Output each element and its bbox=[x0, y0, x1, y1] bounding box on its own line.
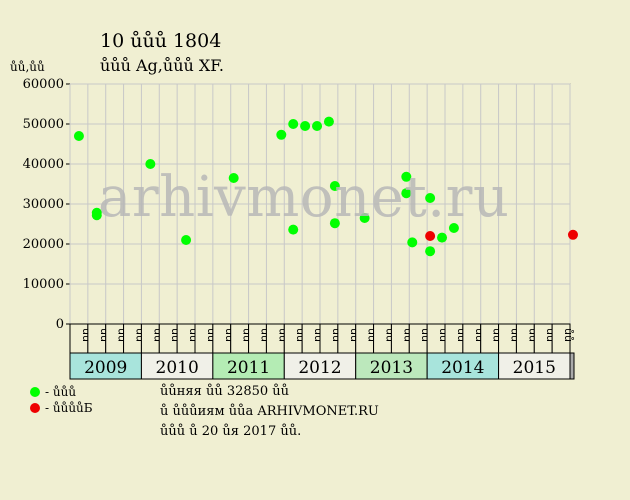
chart-title: 10 ůůů 1804 bbox=[100, 30, 222, 52]
legend-label-sold: - ůůů bbox=[45, 385, 77, 399]
legend-label-unsold: - ůůůůБ bbox=[45, 401, 93, 415]
data-point bbox=[567, 229, 578, 240]
year-cell bbox=[140, 352, 214, 380]
data-point bbox=[276, 129, 287, 140]
legend-green-dot-icon bbox=[30, 387, 40, 397]
data-point bbox=[228, 173, 239, 183]
source-text: ů ůůůиям ůůа ARHIVMONET.RU bbox=[160, 404, 379, 419]
data-point bbox=[288, 224, 299, 235]
data-point bbox=[329, 218, 340, 229]
data-point bbox=[300, 121, 311, 131]
year-cell bbox=[355, 352, 428, 380]
year-cell bbox=[498, 352, 571, 380]
data-point bbox=[181, 235, 192, 245]
year-cell bbox=[212, 352, 285, 380]
year-bar-end bbox=[569, 352, 575, 380]
data-point bbox=[437, 232, 448, 243]
year-cell bbox=[283, 352, 357, 380]
y-axis-label: ůů,ůů bbox=[10, 60, 45, 74]
data-point bbox=[91, 210, 102, 221]
y-tick-label: 30000 bbox=[23, 197, 64, 212]
legend-item-sold: - ůůů bbox=[30, 385, 76, 399]
y-tick-label: 0 bbox=[56, 317, 64, 332]
data-point bbox=[425, 193, 436, 203]
data-point bbox=[288, 119, 299, 129]
data-point bbox=[401, 188, 412, 199]
y-tick-label: 40000 bbox=[23, 157, 64, 172]
data-point bbox=[359, 213, 370, 223]
year-label: 2015 bbox=[513, 358, 556, 378]
average-price-text: ůůняя ůů 32850 ůů bbox=[160, 384, 290, 399]
data-point bbox=[448, 223, 459, 233]
year-label: 2009 bbox=[84, 358, 127, 378]
data-point bbox=[401, 171, 412, 182]
chart-subtitle: ůůů Ag,ůůů XF. bbox=[100, 56, 224, 75]
year-label: 2014 bbox=[441, 358, 484, 378]
data-point bbox=[73, 131, 84, 141]
y-tick-label: 60000 bbox=[23, 77, 64, 92]
year-label: 2013 bbox=[370, 358, 413, 378]
y-tick-label: 20000 bbox=[23, 237, 64, 252]
data-point bbox=[145, 159, 156, 169]
data-point bbox=[329, 181, 340, 191]
year-cell bbox=[426, 352, 500, 380]
data-point bbox=[312, 121, 323, 131]
x-tick-label: ůů bbox=[562, 328, 575, 342]
data-point bbox=[323, 116, 334, 127]
year-label: 2012 bbox=[298, 358, 341, 378]
legend-item-unsold: - ůůůůБ bbox=[30, 401, 93, 415]
data-point bbox=[407, 237, 418, 248]
year-label: 2010 bbox=[156, 358, 199, 378]
y-tick-label: 50000 bbox=[23, 117, 64, 132]
data-point bbox=[425, 231, 436, 241]
year-cell bbox=[69, 352, 142, 380]
data-point bbox=[425, 246, 436, 257]
y-tick-label: 10000 bbox=[23, 277, 64, 292]
legend-red-dot-icon bbox=[30, 403, 40, 413]
watermark: arhivmonet.ru bbox=[98, 165, 510, 230]
year-label: 2011 bbox=[227, 358, 270, 378]
date-text: ůůů ů 20 ůя 2017 ůů. bbox=[160, 424, 302, 439]
